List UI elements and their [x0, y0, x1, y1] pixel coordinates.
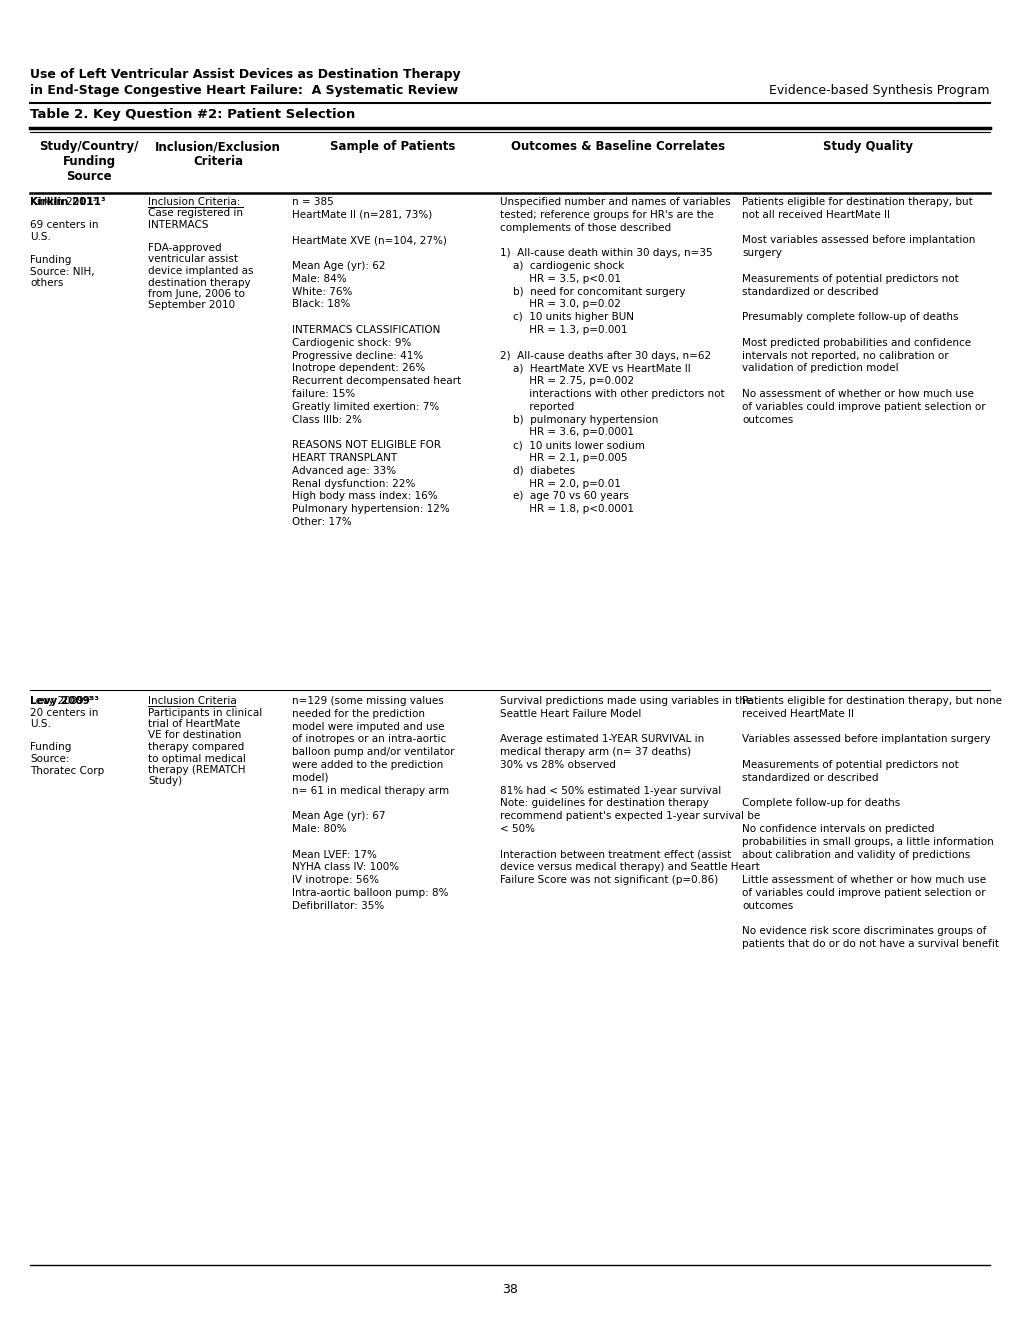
Text: Unspecified number and names of variables
tested; reference groups for HR's are : Unspecified number and names of variable… [499, 197, 730, 515]
Text: Kirklin 2011³

69 centers in
U.S.

Funding
Source: NIH,
others: Kirklin 2011³ 69 centers in U.S. Funding… [30, 197, 99, 288]
Text: n=129 (some missing values
needed for the prediction
model were imputed and use
: n=129 (some missing values needed for th… [291, 696, 454, 911]
Text: n = 385
HeartMate II (n=281, 73%)

HeartMate XVE (n=104, 27%)

Mean Age (yr): 62: n = 385 HeartMate II (n=281, 73%) HeartM… [291, 197, 461, 527]
Text: trial of HeartMate: trial of HeartMate [148, 719, 240, 729]
Text: VE for destination: VE for destination [148, 730, 242, 741]
Text: device implanted as: device implanted as [148, 267, 254, 276]
Text: to optimal medical: to optimal medical [148, 754, 246, 763]
Text: Case registered in: Case registered in [148, 209, 243, 219]
Text: Sample of Patients: Sample of Patients [330, 140, 455, 153]
Text: 38: 38 [501, 1283, 518, 1296]
Text: destination therapy: destination therapy [148, 277, 251, 288]
Text: Study): Study) [148, 776, 182, 787]
Text: in End-Stage Congestive Heart Failure:  A Systematic Review: in End-Stage Congestive Heart Failure: A… [30, 84, 458, 96]
Text: therapy compared: therapy compared [148, 742, 244, 752]
Text: Inclusion Criteria: Inclusion Criteria [148, 696, 236, 706]
Text: Patients eligible for destination therapy, but none
received HeartMate II

Varia: Patients eligible for destination therap… [741, 696, 1001, 949]
Text: Levy 2009³³
20 centers in
U.S.

Funding
Source:
Thoratec Corp: Levy 2009³³ 20 centers in U.S. Funding S… [30, 696, 104, 776]
Text: Inclusion Criteria:: Inclusion Criteria: [148, 197, 240, 207]
Text: Study Quality: Study Quality [822, 140, 912, 153]
Text: therapy (REMATCH: therapy (REMATCH [148, 766, 246, 775]
Text: FDA-approved: FDA-approved [148, 243, 221, 253]
Text: September 2010: September 2010 [148, 301, 235, 310]
Text: Evidence-based Synthesis Program: Evidence-based Synthesis Program [768, 84, 989, 96]
Text: Study/Country/
Funding
Source: Study/Country/ Funding Source [40, 140, 139, 183]
Text: Survival predictions made using variables in the
Seattle Heart Failure Model

Av: Survival predictions made using variable… [499, 696, 759, 886]
Text: ventricular assist: ventricular assist [148, 255, 237, 264]
Text: Table 2. Key Question #2: Patient Selection: Table 2. Key Question #2: Patient Select… [30, 108, 355, 121]
Text: Levy 2009³³: Levy 2009³³ [30, 696, 99, 706]
Text: Use of Left Ventricular Assist Devices as Destination Therapy: Use of Left Ventricular Assist Devices a… [30, 69, 461, 81]
Text: Kirklin 2011³: Kirklin 2011³ [30, 197, 106, 207]
Text: from June, 2006 to: from June, 2006 to [148, 289, 245, 300]
Text: Outcomes & Baseline Correlates: Outcomes & Baseline Correlates [511, 140, 725, 153]
Text: Participants in clinical: Participants in clinical [148, 708, 262, 718]
Text: Inclusion/Exclusion
Criteria: Inclusion/Exclusion Criteria [155, 140, 280, 168]
Text: Patients eligible for destination therapy, but
not all received HeartMate II

Mo: Patients eligible for destination therap… [741, 197, 984, 425]
Text: INTERMACS: INTERMACS [148, 220, 208, 230]
